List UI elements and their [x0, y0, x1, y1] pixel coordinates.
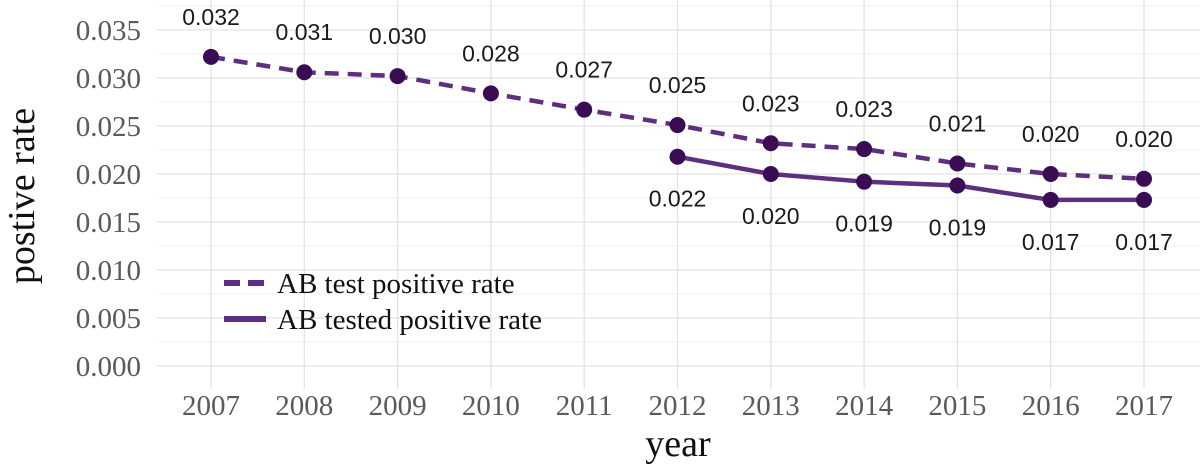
- data-point-label: 0.027: [555, 57, 613, 83]
- data-point: [1136, 170, 1152, 187]
- data-point: [1136, 191, 1152, 208]
- data-point: [1042, 191, 1059, 208]
- x-tick-label: 2007: [182, 390, 240, 422]
- data-point-label: 0.020: [742, 203, 800, 229]
- data-point-label: 0.023: [835, 96, 893, 122]
- data-point: [856, 173, 873, 190]
- series-line-ab-tested: [677, 154, 1144, 203]
- data-point-label: 0.032: [182, 4, 240, 30]
- data-point: [576, 101, 593, 118]
- x-tick-label: 2014: [835, 390, 894, 422]
- y-tick-label: 0.000: [76, 351, 141, 383]
- x-tick-label: 2010: [462, 390, 520, 422]
- data-point: [482, 85, 499, 102]
- data-point: [389, 68, 406, 85]
- data-point-label: 0.017: [1022, 229, 1080, 255]
- data-point: [949, 177, 966, 194]
- x-tick-label: 2017: [1115, 390, 1173, 422]
- data-point-label: 0.020: [1115, 126, 1173, 152]
- data-point-label: 0.019: [835, 211, 893, 237]
- data-point: [669, 148, 686, 165]
- x-tick-label: 2013: [742, 390, 800, 422]
- legend: AB test positive rate AB tested positive …: [224, 268, 542, 336]
- data-point-label: 0.031: [276, 19, 334, 45]
- data-point: [762, 166, 779, 182]
- data-point: [1042, 166, 1059, 182]
- legend-label-ab-test: AB test positive rate: [277, 268, 515, 300]
- data-point-label: 0.025: [649, 72, 707, 98]
- x-tick-label: 2012: [649, 390, 707, 422]
- legend-label-ab-tested: AB tested positive rate: [277, 304, 542, 336]
- data-point-label: 0.020: [1022, 121, 1080, 147]
- data-point: [203, 48, 219, 65]
- grid-lines: [157, 0, 1200, 389]
- data-point: [762, 135, 779, 152]
- y-tick-label: 0.010: [76, 255, 141, 287]
- y-tick-label: 0.005: [76, 303, 141, 335]
- x-tick-label: 2016: [1022, 390, 1080, 422]
- data-point-label: 0.022: [649, 186, 707, 212]
- data-point-label: 0.019: [929, 215, 987, 241]
- x-tick-label: 2009: [369, 390, 427, 422]
- data-point-label: 0.017: [1115, 229, 1173, 255]
- x-tick-label: 2011: [556, 390, 613, 422]
- data-point-label: 0.023: [742, 90, 800, 116]
- x-axis-title: year: [645, 423, 711, 464]
- y-tick-label: 0.015: [76, 207, 141, 239]
- data-point-label: 0.028: [462, 40, 520, 66]
- y-tick-label: 0.035: [76, 15, 141, 47]
- data-point: [949, 155, 966, 172]
- y-tick-label: 0.030: [76, 63, 141, 95]
- data-point-label: 0.021: [929, 110, 987, 136]
- y-axis-title: postive rate: [1, 108, 43, 284]
- data-point: [856, 141, 873, 158]
- data-point: [669, 117, 686, 134]
- y-tick-label: 0.020: [76, 159, 141, 191]
- x-tick-label: 2015: [928, 390, 986, 422]
- x-tick-label: 2008: [275, 390, 333, 422]
- data-point: [296, 64, 313, 81]
- y-tick-label: 0.025: [76, 111, 141, 143]
- data-point-label: 0.030: [369, 23, 427, 49]
